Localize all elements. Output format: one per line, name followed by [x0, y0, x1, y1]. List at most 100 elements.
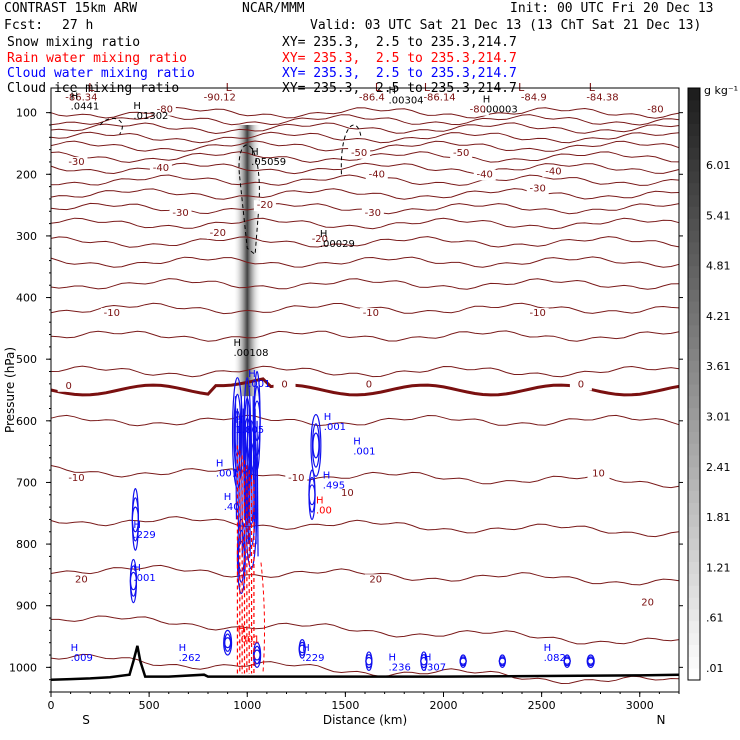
- isotherm: [51, 615, 680, 645]
- maximum-value-label: .229: [302, 653, 324, 664]
- high-marker: H: [353, 437, 361, 448]
- temperature-label: -30: [172, 208, 188, 219]
- temperature-label-bg: [428, 92, 451, 104]
- x-tick-label: 2000: [430, 699, 458, 712]
- colorbar-label: .01: [706, 662, 724, 675]
- y-axis-label: Pressure (hPa): [3, 347, 17, 433]
- high-marker: H: [324, 412, 332, 423]
- colorbar-label: 5.41: [706, 209, 731, 222]
- high-marker: H: [320, 229, 328, 240]
- maximum-value-label: .009: [71, 653, 93, 664]
- colorbar-segment: [688, 514, 700, 527]
- temperature-label: 0: [366, 380, 372, 391]
- maximum-value-label: .00304: [389, 95, 424, 106]
- colorbar-segment: [688, 549, 700, 563]
- colorbar-label: 4.21: [706, 310, 731, 323]
- temperature-label-bg: [569, 379, 592, 391]
- cloud-water-contour: [298, 644, 306, 654]
- field-xy-snow: XY= 235.3, 2.5 to 235.3,214.7: [282, 35, 517, 50]
- high-marker: H: [71, 643, 79, 654]
- temperature-label-bg: [149, 163, 172, 175]
- high-marker: H: [179, 643, 187, 654]
- cloud-water-contour: [563, 657, 571, 665]
- maximum-value-label: .00003: [483, 105, 518, 116]
- cloud-water-contour: [312, 432, 320, 459]
- temperature-label-bg: [57, 380, 80, 392]
- temperature-label: 20: [369, 574, 382, 585]
- cloud-ice-contour: [99, 117, 123, 135]
- colorbar-segment: [688, 289, 700, 302]
- temperature-label-bg: [65, 157, 88, 169]
- isotherm: [50, 278, 680, 290]
- maximum-value-label: .495: [323, 481, 345, 492]
- maximum-value-label: .00029: [320, 239, 355, 250]
- maximum-value-label: .001: [353, 447, 375, 458]
- colorbar-segment: [688, 348, 700, 361]
- maximum-value-label: .082: [544, 653, 566, 664]
- temperature-label-bg: [206, 227, 229, 239]
- high-marker: H: [216, 458, 224, 469]
- colorbar-segment: [688, 182, 700, 196]
- colorbar-segment: [688, 111, 700, 125]
- colorbar-segment: [688, 490, 700, 503]
- x-tick-label: 1500: [331, 699, 359, 712]
- field-name-snow: Snow mixing ratio: [7, 35, 141, 50]
- temperature-label: -10: [363, 308, 379, 319]
- x-axis-label: Distance (km): [323, 713, 407, 727]
- maximum-value-label: .236: [389, 662, 411, 673]
- temperature-label-bg: [644, 104, 667, 116]
- temperature-label: -50: [351, 148, 367, 159]
- colorbar-segment: [688, 241, 700, 255]
- temperature-label-bg: [364, 574, 387, 586]
- colorbar-segment: [688, 123, 700, 136]
- colorbar-frame: [687, 87, 701, 681]
- temperature-label-bg: [169, 208, 192, 220]
- temperature-label-bg: [357, 379, 380, 391]
- maximum-value-label: .00108: [234, 348, 269, 359]
- colorbar-segment: [688, 502, 700, 515]
- high-marker: H: [71, 92, 79, 103]
- maximum-value-label: .001: [248, 379, 270, 390]
- south-label: S: [82, 713, 90, 727]
- field-name-cloud-water: Cloud water mixing ratio: [7, 66, 195, 81]
- colorbar-segment: [688, 265, 700, 278]
- temperature-label: -84.38: [586, 92, 618, 103]
- colorbar: g kg⁻¹ .01 .61 1.21 1.81 2.41 3.01 3.61 4.21 4.81…: [687, 84, 738, 681]
- cloud-water-contour: [498, 657, 506, 665]
- temperature-label-bg: [208, 92, 231, 104]
- y-tick-label: 700: [16, 476, 37, 489]
- temperature-label: -10: [530, 308, 546, 319]
- isotherm: [50, 162, 680, 175]
- colorbar-label: 6.01: [706, 159, 731, 172]
- colorbar-segment: [688, 608, 700, 622]
- valid-time: Valid: 03 UTC Sat 21 Dec 13 (13 ChT Sat …: [310, 18, 702, 33]
- high-marker: H: [235, 415, 243, 426]
- colorbar-segment: [688, 656, 700, 669]
- colorbar-segment: [688, 277, 700, 290]
- cloud-water-contour: [223, 629, 233, 656]
- colorbar-segment: [688, 419, 700, 432]
- temperature-label: -40: [369, 169, 385, 180]
- isotherm: [50, 465, 680, 489]
- high-marker: H: [133, 101, 141, 112]
- cloud-water-contour: [234, 396, 238, 520]
- isotherm: [50, 365, 680, 378]
- y-tick-label: 200: [16, 168, 37, 181]
- high-marker: H: [544, 643, 552, 654]
- cloud-water-contour: [250, 420, 253, 520]
- temperature-label: 0: [65, 381, 71, 392]
- temperature-label: -50: [453, 148, 469, 159]
- y-tick-label: 100: [16, 107, 37, 120]
- field-xy-rain: XY= 235.3, 2.5 to 235.3,214.7: [282, 51, 517, 66]
- colorbar-segment: [688, 218, 700, 231]
- colorbar-segment: [688, 478, 700, 492]
- y-tick-label: 300: [16, 230, 37, 243]
- cloud-water-contour: [236, 518, 246, 594]
- temperature-label-bg: [65, 473, 88, 485]
- cloud-water-contour: [129, 571, 138, 591]
- north-label: N: [657, 713, 666, 727]
- temperature-label-bg: [450, 147, 473, 159]
- colorbar-segment: [688, 324, 700, 338]
- colorbar-segment: [688, 395, 700, 409]
